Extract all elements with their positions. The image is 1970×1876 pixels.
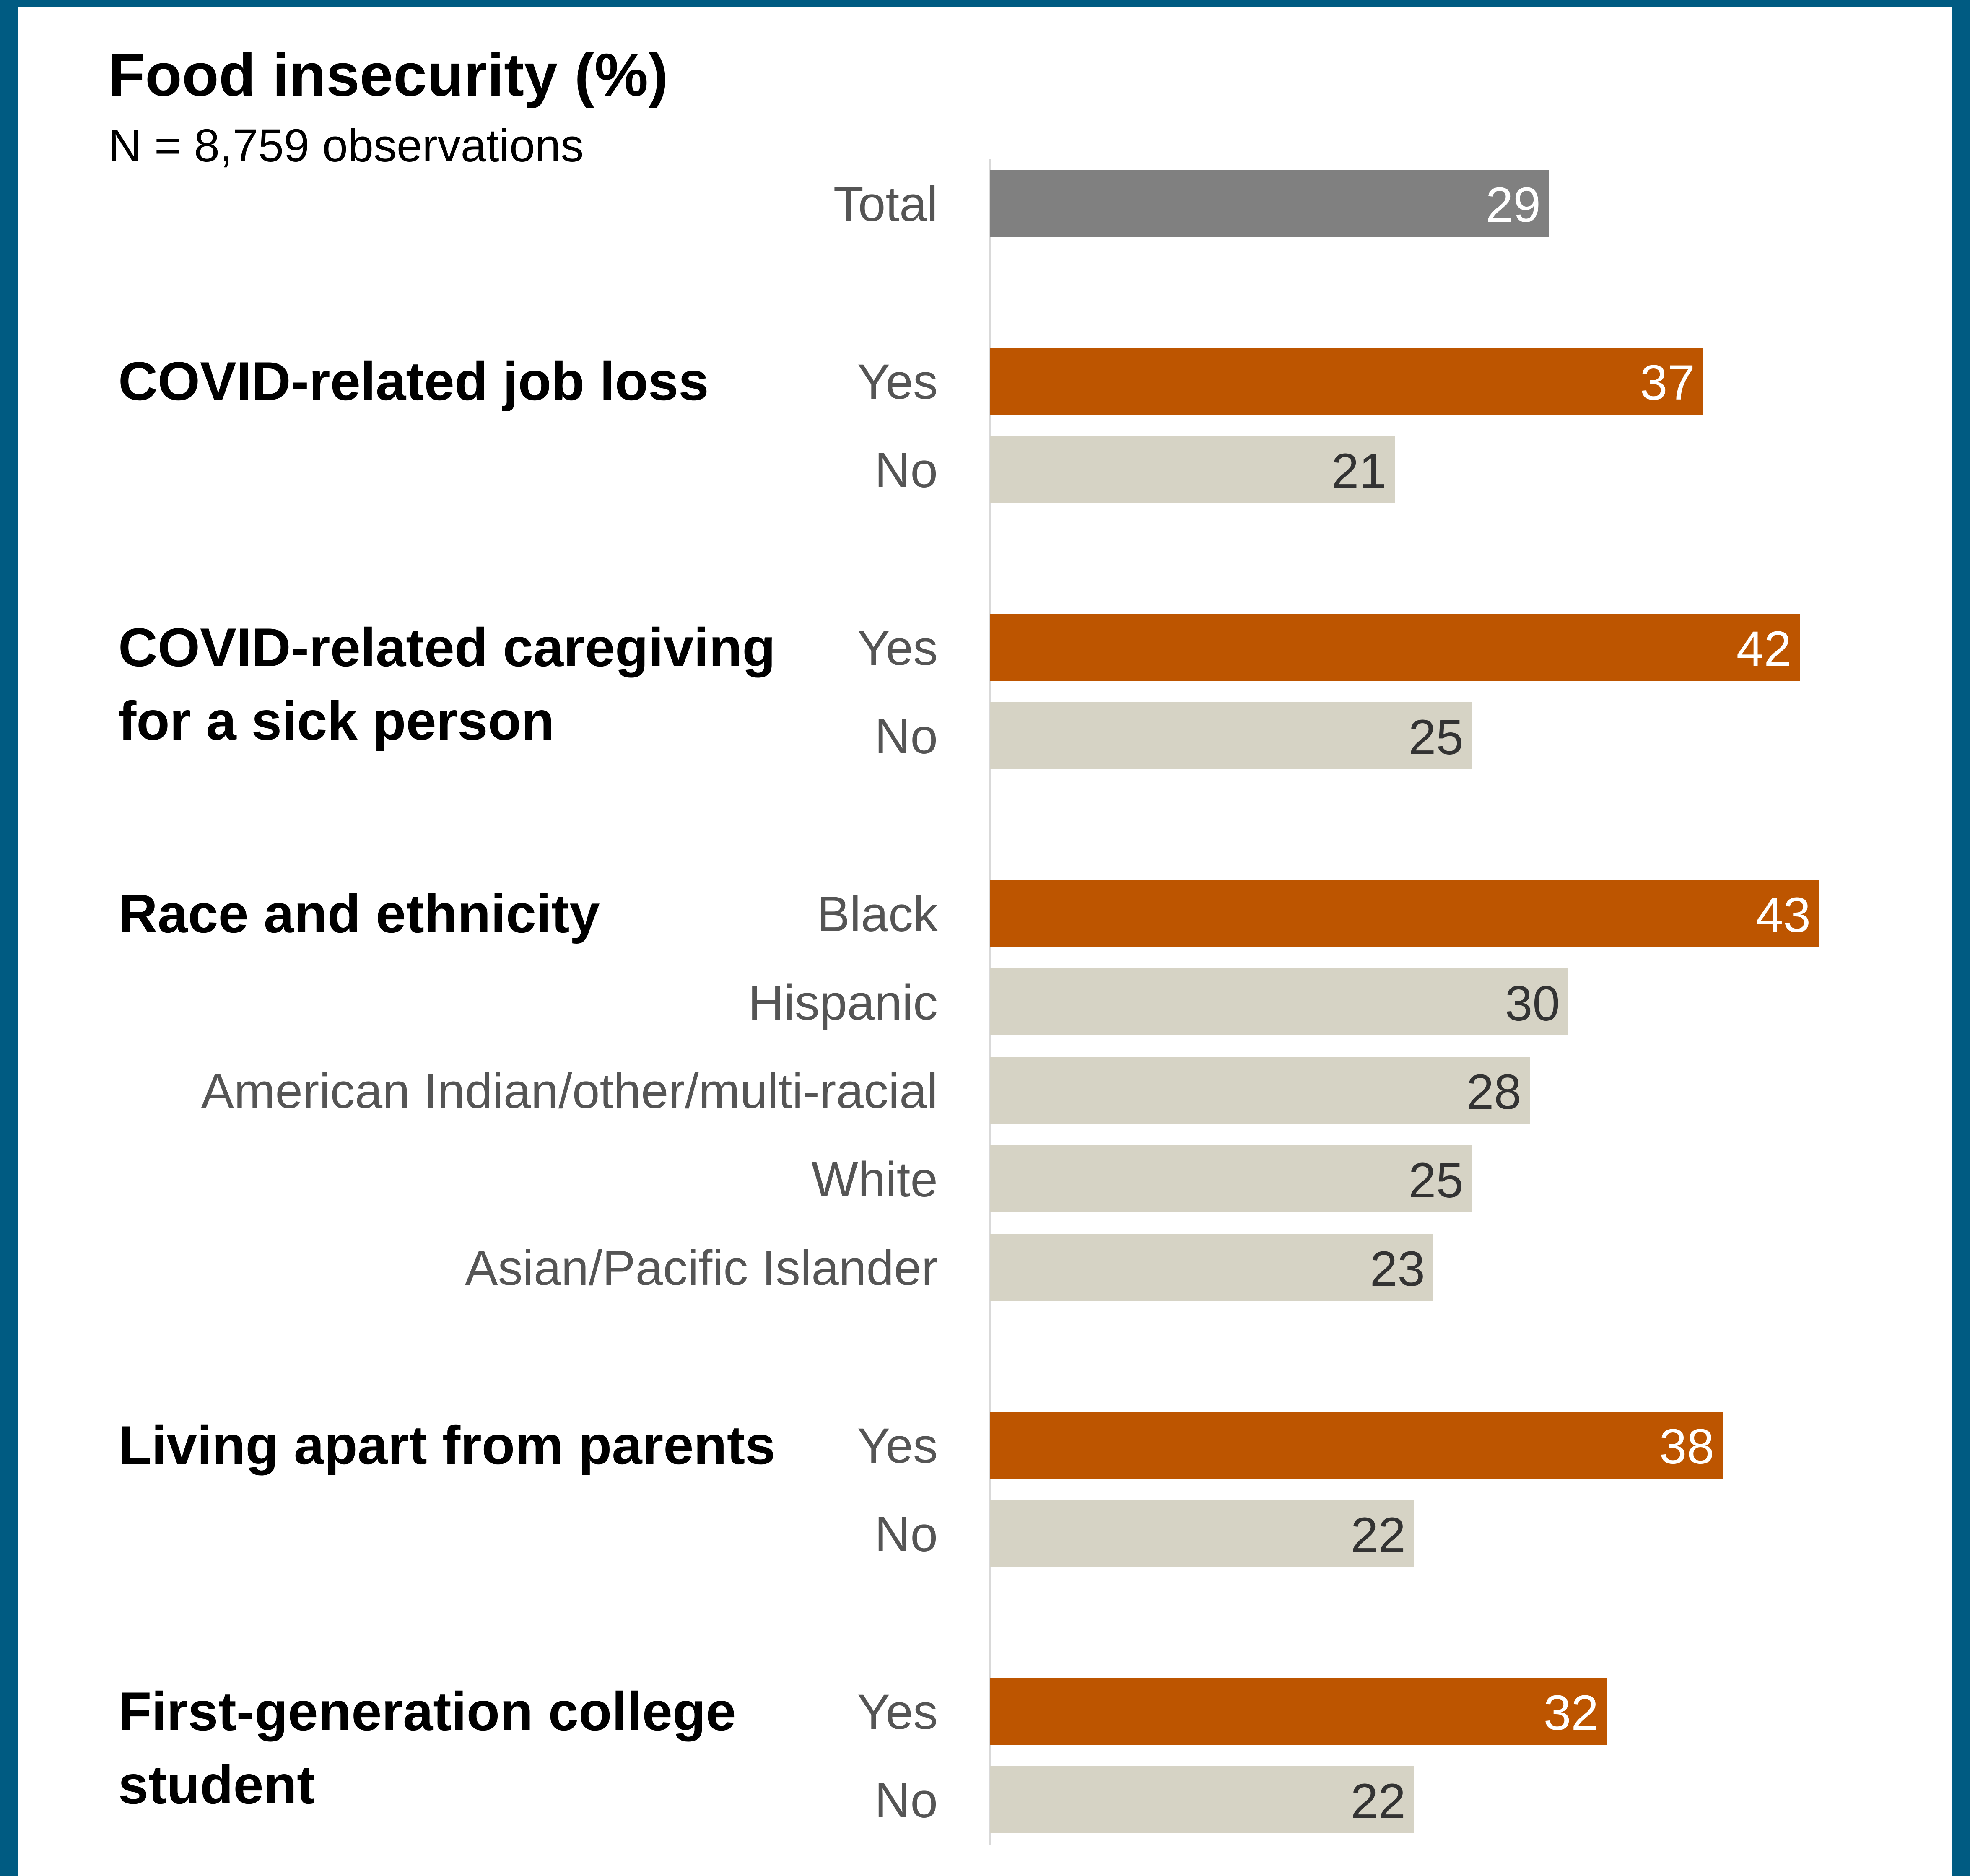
bar xyxy=(990,1500,1414,1567)
group-label: First-generation college student xyxy=(118,1681,736,1815)
bar xyxy=(990,1412,1723,1479)
value-label: 42 xyxy=(1736,621,1791,677)
bar xyxy=(990,170,1549,237)
category-label: American Indian/other/multi-racial xyxy=(201,1064,938,1119)
value-label: 25 xyxy=(1409,710,1464,765)
group-label: Race and ethnicity xyxy=(118,883,600,944)
category-label: No xyxy=(875,1507,938,1562)
bar xyxy=(990,880,1819,947)
value-label: 22 xyxy=(1351,1508,1406,1563)
value-label: 22 xyxy=(1351,1774,1406,1829)
category-label: No xyxy=(875,709,938,764)
value-label: 21 xyxy=(1332,444,1386,499)
category-label: No xyxy=(875,1773,938,1828)
category-label: Asian/Pacific Islander xyxy=(465,1240,938,1296)
value-label: 23 xyxy=(1370,1241,1425,1297)
value-label: 38 xyxy=(1659,1419,1714,1474)
bar xyxy=(990,614,1800,681)
category-label: No xyxy=(875,443,938,498)
category-label: Yes xyxy=(857,1418,938,1474)
bar xyxy=(990,702,1472,769)
bar xyxy=(990,1234,1433,1301)
value-label: 43 xyxy=(1756,887,1811,943)
bar xyxy=(990,1145,1472,1212)
category-label: Total xyxy=(833,176,938,232)
category-label: Yes xyxy=(857,1684,938,1740)
group-label: COVID-related caregiving for a sick perso… xyxy=(118,617,776,751)
bar xyxy=(990,968,1568,1035)
category-label: Black xyxy=(817,887,938,942)
chart-title: Food insecurity (%) xyxy=(108,41,668,109)
value-label: 29 xyxy=(1486,177,1541,233)
group-label: Living apart from parents xyxy=(118,1414,776,1476)
category-label: Yes xyxy=(857,354,938,410)
bars-layer: Total 29 Yes 37 No 21 COVID-related job loss Ye… xyxy=(118,170,1819,1833)
bar xyxy=(990,1766,1414,1833)
bar xyxy=(990,348,1703,415)
value-label: 37 xyxy=(1640,355,1695,410)
value-label: 28 xyxy=(1466,1064,1521,1120)
value-label: 30 xyxy=(1505,976,1560,1031)
bar xyxy=(990,436,1395,503)
category-label: Hispanic xyxy=(748,975,938,1030)
category-label: Yes xyxy=(857,620,938,676)
value-label: 25 xyxy=(1409,1153,1464,1208)
category-label: White xyxy=(811,1152,938,1207)
bar xyxy=(990,1678,1607,1745)
chart-subtitle: N = 8,759 observations xyxy=(108,120,584,171)
group-label: COVID-related job loss xyxy=(118,350,709,412)
value-label: 32 xyxy=(1544,1685,1599,1741)
bar xyxy=(990,1057,1530,1124)
